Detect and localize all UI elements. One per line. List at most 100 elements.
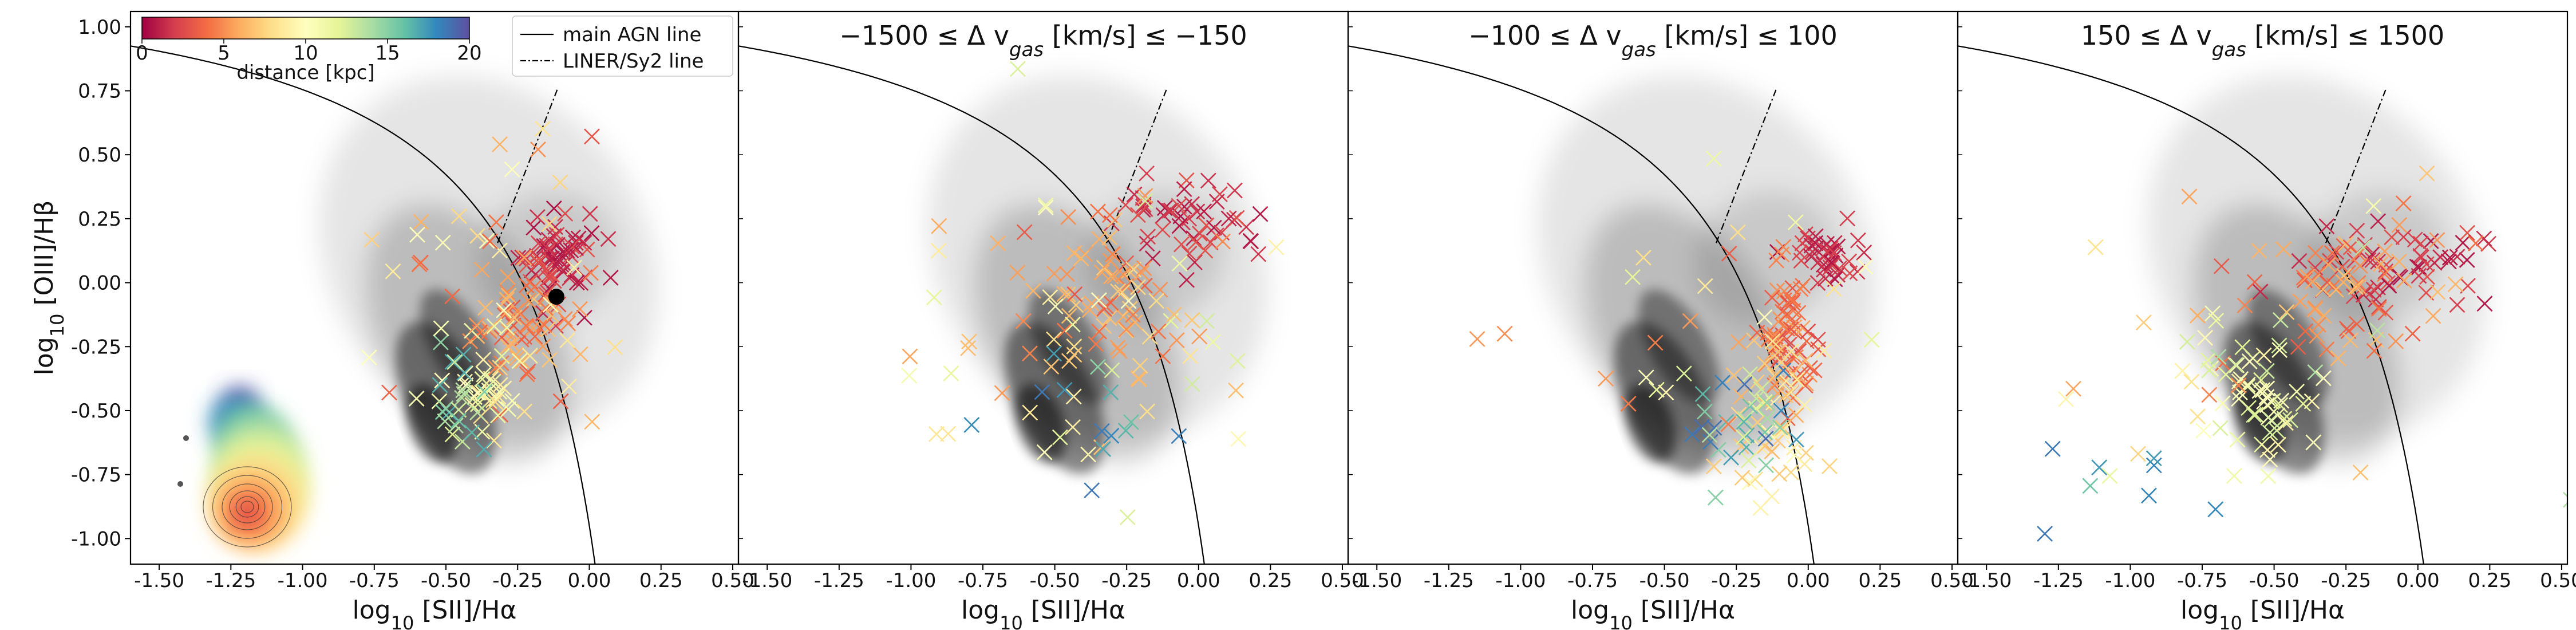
galaxy-density-background xyxy=(319,76,659,474)
scatter-point xyxy=(2226,468,2242,484)
x-tick-label: -1.00 xyxy=(2105,569,2155,592)
legend-entry-main-agn: main AGN line xyxy=(563,23,701,46)
scatter-point xyxy=(1066,346,1082,363)
scatter-point xyxy=(2207,501,2224,518)
scatter-point xyxy=(1823,254,1840,271)
scatter-point xyxy=(2233,371,2249,387)
scatter-point xyxy=(1842,265,1858,281)
scatter-point xyxy=(2291,253,2308,269)
scatter-point xyxy=(434,372,451,389)
scatter-point xyxy=(2273,312,2289,328)
scatter-point xyxy=(2372,256,2389,272)
scatter-point xyxy=(1250,246,1267,262)
scatter-point xyxy=(1760,332,1776,348)
scatter-point xyxy=(1697,278,1713,294)
y-axis-label: log10 [OIII]/Hβ xyxy=(30,200,68,376)
scatter-point xyxy=(1787,214,1804,231)
scatter-point xyxy=(2197,329,2213,346)
x-tick-label: -0.75 xyxy=(349,569,400,592)
scatter-point xyxy=(2275,241,2291,258)
scatter-point xyxy=(1252,206,1269,222)
y-tick-label: 0.00 xyxy=(78,272,121,295)
scatter-point xyxy=(568,240,584,257)
scatter-point xyxy=(2368,291,2384,308)
scatter-point xyxy=(1809,275,1826,291)
scatter-point xyxy=(1620,396,1637,412)
x-tick-label: 0.00 xyxy=(1177,569,1220,592)
scatter-point xyxy=(1775,420,1791,436)
scatter-point xyxy=(2328,243,2345,260)
scatter-point xyxy=(1046,331,1062,348)
scatter-point xyxy=(481,233,498,250)
scatter-point xyxy=(550,237,566,253)
scatter-point xyxy=(1229,353,1246,369)
x-tick-label: 0.25 xyxy=(639,569,683,592)
x-tick-label: -1.50 xyxy=(742,569,792,592)
scatter-point xyxy=(1804,244,1821,260)
scatter-point xyxy=(2135,314,2152,330)
scatter-point xyxy=(2388,333,2404,349)
scatter-point xyxy=(475,352,492,368)
x-axis-label: log10 [SII]/Hα xyxy=(2180,596,2345,630)
scatter-point xyxy=(1104,246,1121,262)
scatter-point xyxy=(481,320,498,337)
scatter-point xyxy=(1729,224,1746,241)
scatter-point xyxy=(1694,386,1711,402)
scatter-point xyxy=(1736,414,1752,430)
x-tick-label: 0.00 xyxy=(1787,569,1830,592)
colorbar-tick-label: 15 xyxy=(375,42,400,65)
scatter-point xyxy=(1187,254,1203,270)
scatter-point xyxy=(1810,254,1827,270)
scatter-point xyxy=(434,404,451,420)
scatter-point xyxy=(1772,419,1788,436)
colorbar-tick-label: 20 xyxy=(457,42,481,65)
panel-4: -1.50 -1.25 -1.00 -0.75 -0.50 -0.25 0.00 0.25 0.… xyxy=(1957,10,2576,630)
scatter-point xyxy=(1741,474,1758,491)
panel-1: -1.50 -1.25 -1.00 -0.75 -0.50 -0.25 0.00 0.25 0.… xyxy=(30,10,754,630)
main-agn-line xyxy=(1348,45,1815,564)
scatter-point xyxy=(530,141,546,158)
scatter-point xyxy=(1228,210,1245,226)
scatter-point xyxy=(1148,293,1165,309)
panel-title: −100 ≤ Δ vgas [km/s] ≤ 100 xyxy=(1468,20,1838,61)
x-tick-label: 0.50 xyxy=(2540,569,2576,592)
scatter-point xyxy=(2423,233,2439,249)
scatter-point xyxy=(1137,188,1153,204)
scatter-point xyxy=(1723,449,1739,466)
scatter-point xyxy=(2299,268,2316,285)
scatter-point xyxy=(2349,316,2365,332)
scatter-point xyxy=(1202,234,1219,251)
scatter-point xyxy=(432,377,448,393)
x-tick-label: -1.25 xyxy=(814,569,864,592)
scatter-point xyxy=(2101,468,2118,484)
scatter-point xyxy=(468,317,485,333)
scatter-point xyxy=(1141,329,1158,345)
scatter-point xyxy=(2258,363,2275,379)
scatter-point xyxy=(1809,332,1826,348)
scatter-point xyxy=(2130,446,2146,462)
x-tick-label: -1.25 xyxy=(2033,569,2084,592)
scatter-point xyxy=(2295,396,2312,412)
scatter-points xyxy=(2037,165,2567,542)
scatter-point xyxy=(1777,387,1794,404)
scatter-point xyxy=(1764,443,1780,459)
scatter-points xyxy=(361,120,623,458)
scatter-point xyxy=(2307,364,2324,380)
scatter-point xyxy=(2230,377,2247,393)
scatter-point xyxy=(1152,281,1168,298)
scatter-point xyxy=(2455,235,2471,251)
scatter-point xyxy=(451,208,467,225)
scatter-point xyxy=(514,249,531,266)
scatter-point xyxy=(1109,340,1126,356)
scatter-point xyxy=(519,250,535,267)
scatter-point xyxy=(583,225,600,242)
scatter-point xyxy=(1022,404,1038,421)
scatter-point xyxy=(2328,282,2344,298)
scatter-point xyxy=(931,218,947,234)
scatter-point xyxy=(2413,249,2429,266)
scatter-point xyxy=(2227,357,2243,373)
scatter-point xyxy=(1796,397,1813,414)
scatter-point xyxy=(926,289,942,306)
scatter-point xyxy=(2234,339,2251,356)
